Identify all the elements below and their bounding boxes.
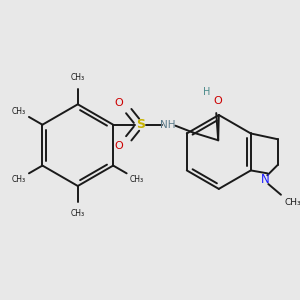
Text: O: O — [115, 98, 123, 108]
Text: NH: NH — [160, 120, 176, 130]
Text: O: O — [214, 96, 223, 106]
Text: H: H — [203, 87, 210, 97]
Text: O: O — [115, 141, 123, 151]
Text: S: S — [136, 118, 145, 131]
Text: CH₃: CH₃ — [71, 73, 85, 82]
Text: CH₃: CH₃ — [130, 175, 144, 184]
Text: CH₃: CH₃ — [71, 209, 85, 218]
Text: CH₃: CH₃ — [12, 106, 26, 116]
Text: CH₃: CH₃ — [12, 175, 26, 184]
Text: N: N — [261, 173, 270, 186]
Text: CH₃: CH₃ — [284, 198, 300, 207]
